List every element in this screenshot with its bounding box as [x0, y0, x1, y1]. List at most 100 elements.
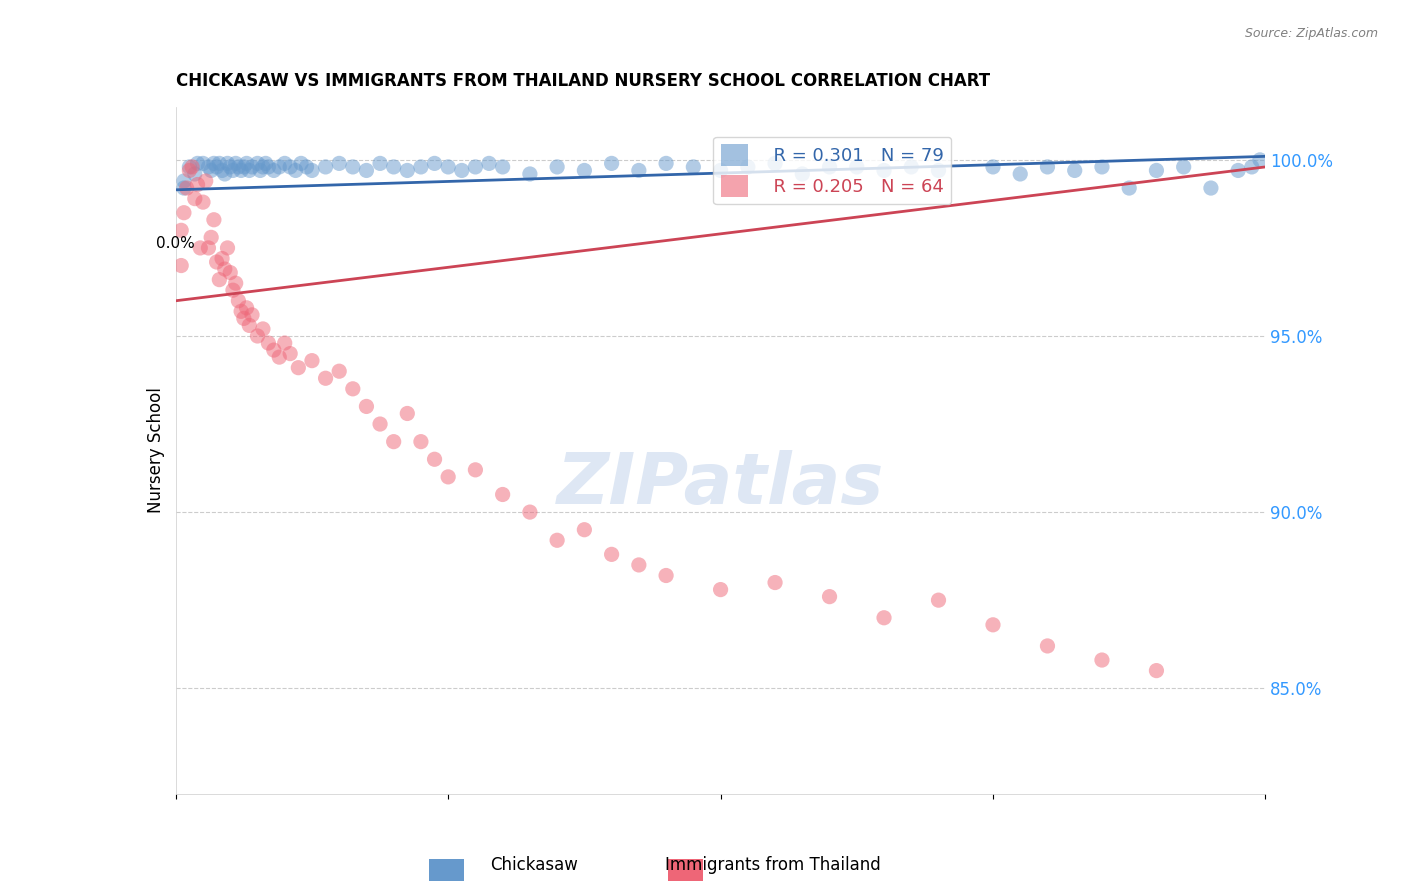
Point	[328, 364, 350, 378]
Point	[295, 160, 318, 174]
Point	[205, 255, 228, 269]
Point	[315, 371, 337, 385]
Point	[396, 163, 419, 178]
Point	[492, 487, 515, 501]
Point	[792, 167, 814, 181]
Point	[238, 163, 260, 178]
Point	[900, 160, 922, 174]
Point	[315, 160, 337, 174]
Point	[225, 156, 247, 170]
Point	[235, 301, 257, 315]
Point	[464, 160, 486, 174]
Point	[1036, 639, 1059, 653]
Point	[274, 156, 297, 170]
Point	[478, 156, 501, 170]
Point	[254, 156, 277, 170]
Point	[1199, 181, 1222, 195]
Point	[342, 160, 364, 174]
Point	[197, 160, 219, 174]
Point	[176, 181, 198, 195]
Point	[1118, 181, 1140, 195]
Point	[1249, 153, 1271, 167]
Point	[356, 163, 378, 178]
Point	[368, 156, 391, 170]
Point	[342, 382, 364, 396]
Point	[437, 470, 460, 484]
Point	[873, 163, 896, 178]
Point	[301, 163, 323, 178]
Point	[409, 160, 432, 174]
Point	[252, 160, 274, 174]
Point	[574, 163, 596, 178]
Point	[737, 160, 759, 174]
Point	[1144, 163, 1167, 178]
Point	[191, 195, 214, 210]
Point	[423, 452, 446, 467]
Point	[170, 259, 193, 273]
Point	[269, 160, 291, 174]
Point	[1036, 160, 1059, 174]
Point	[257, 160, 280, 174]
Point	[219, 160, 242, 174]
Text: 0.0%: 0.0%	[156, 236, 195, 252]
Point	[546, 533, 568, 548]
Point	[257, 336, 280, 351]
Point	[240, 160, 263, 174]
Point	[181, 160, 204, 174]
Point	[519, 505, 541, 519]
Point	[263, 163, 285, 178]
Point	[450, 163, 472, 178]
Point	[197, 241, 219, 255]
Point	[228, 160, 250, 174]
Point	[231, 163, 253, 178]
Point	[1144, 664, 1167, 678]
Text: Immigrants from Thailand: Immigrants from Thailand	[665, 856, 882, 874]
Point	[214, 262, 236, 277]
Point	[211, 252, 233, 266]
Point	[710, 163, 733, 178]
Point	[228, 293, 250, 308]
Point	[382, 160, 405, 174]
Point	[981, 160, 1004, 174]
Point	[173, 205, 195, 219]
Point	[382, 434, 405, 449]
Point	[217, 156, 239, 170]
Point	[278, 346, 301, 360]
Point	[240, 308, 263, 322]
Point	[627, 163, 650, 178]
Point	[546, 160, 568, 174]
Point	[188, 241, 211, 255]
Point	[219, 266, 242, 280]
Point	[202, 212, 225, 227]
Text: Chickasaw: Chickasaw	[491, 856, 578, 874]
Point	[763, 575, 786, 590]
Point	[396, 407, 419, 421]
Point	[191, 156, 214, 170]
Text: ZIPatlas: ZIPatlas	[557, 450, 884, 519]
Text: CHICKASAW VS IMMIGRANTS FROM THAILAND NURSERY SCHOOL CORRELATION CHART: CHICKASAW VS IMMIGRANTS FROM THAILAND NU…	[176, 72, 990, 90]
Point	[928, 163, 950, 178]
Point	[845, 160, 868, 174]
Point	[301, 353, 323, 368]
Point	[222, 163, 245, 178]
Point	[1240, 160, 1263, 174]
Point	[600, 156, 623, 170]
Point	[202, 156, 225, 170]
Point	[217, 241, 239, 255]
Point	[179, 160, 201, 174]
Point	[194, 174, 217, 188]
Point	[211, 163, 233, 178]
Point	[287, 360, 309, 375]
Point	[328, 156, 350, 170]
Point	[214, 167, 236, 181]
Point	[574, 523, 596, 537]
Point	[409, 434, 432, 449]
Point	[222, 283, 245, 297]
Point	[655, 156, 678, 170]
Point	[818, 160, 841, 174]
Point	[232, 160, 254, 174]
Point	[231, 304, 253, 318]
Point	[173, 174, 195, 188]
Point	[179, 163, 201, 178]
Point	[186, 156, 209, 170]
